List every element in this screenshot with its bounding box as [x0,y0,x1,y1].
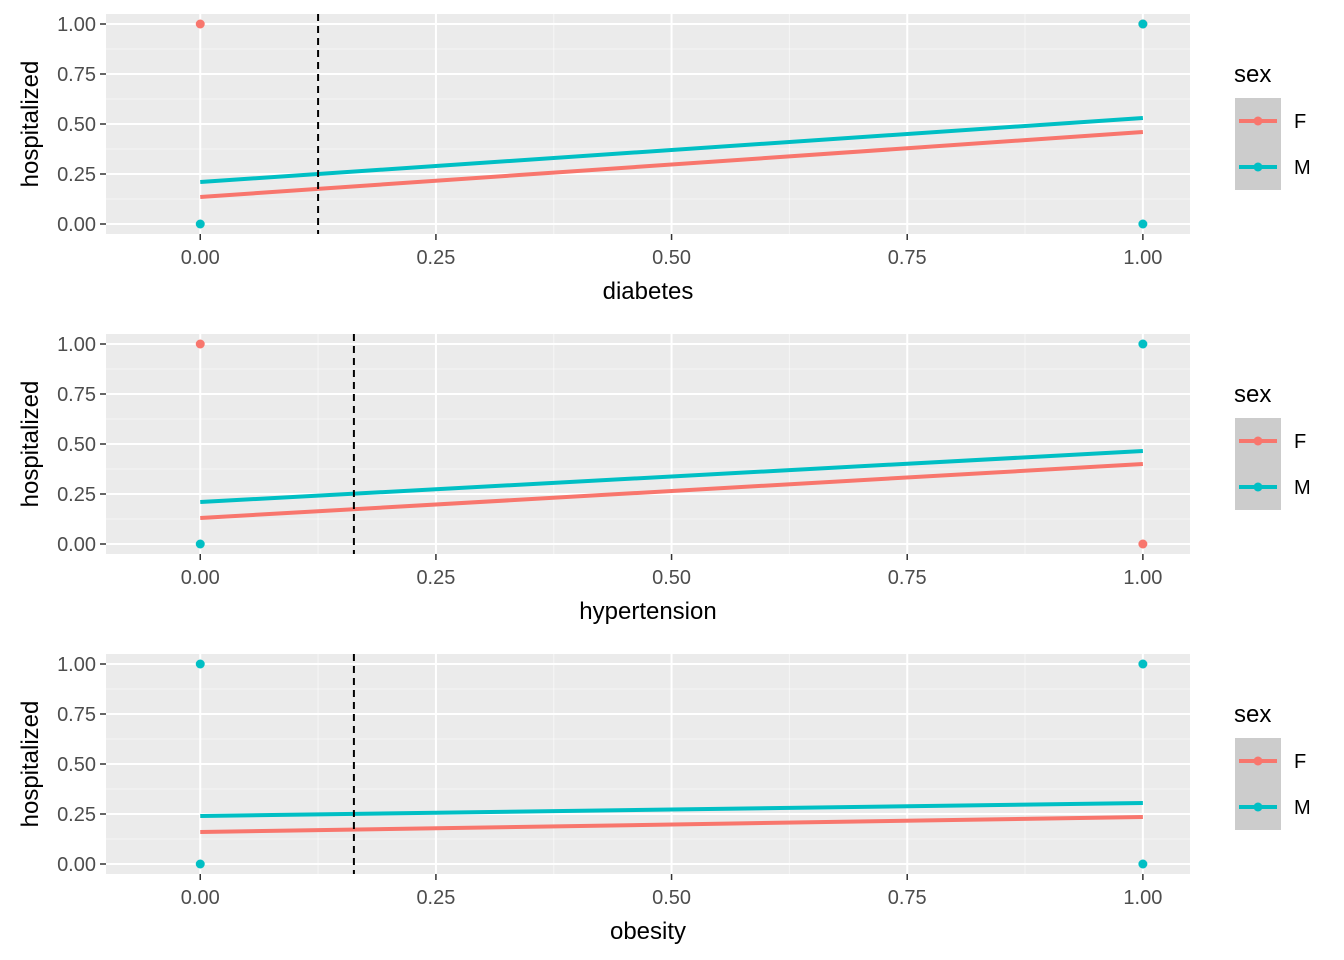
y-axis-title: hospitalized [17,701,44,828]
legend-label: M [1294,157,1311,179]
y-tick-label: 0.00 [57,534,96,556]
x-tick-label: 0.00 [181,247,220,269]
legend-key-point [1253,756,1263,766]
x-tick-label: 0.50 [652,247,691,269]
chart-panel-2: 0.00 0.25 0.50 0.75 1.00 0.00 0.25 0.50 0.75 1.00… [17,334,1311,625]
legend-item-M: M [1235,464,1311,510]
legend-key-point [1253,162,1263,172]
y-tick-label: 0.25 [57,484,96,506]
legend-title: sex [1234,381,1271,408]
y-tick-label: 0.50 [57,434,96,456]
data-point-M [1138,659,1148,669]
x-axis-title: obesity [610,918,686,945]
series-line-M [200,116,1144,184]
data-point-M [195,859,205,869]
legend-item-F: F [1235,98,1306,144]
y-axis-title: hospitalized [17,381,44,508]
y-tick-label: 1.00 [57,334,96,356]
data-point-F [195,19,205,29]
data-point-M [195,539,205,549]
legend-label: F [1294,751,1306,773]
x-tick-label: 0.50 [652,567,691,589]
legend-title: sex [1234,61,1271,88]
x-tick-label: 0.25 [416,887,455,909]
x-tick-label: 1.00 [1123,567,1162,589]
y-tick-label: 0.00 [57,214,96,236]
legend: sex F M [1234,381,1311,510]
x-tick-label: 0.75 [888,887,927,909]
x-tick-label: 1.00 [1123,247,1162,269]
legend-label: M [1294,797,1311,819]
data-point-M [1138,219,1148,229]
series-line-M [200,801,1143,818]
legend-key-point [1253,436,1263,446]
x-tick-label: 0.75 [888,247,927,269]
y-tick-label: 0.25 [57,804,96,826]
legend: sex F M [1234,61,1311,190]
legend-key-point [1253,116,1263,126]
x-tick-label: 0.25 [416,247,455,269]
x-tick-label: 0.75 [888,567,927,589]
data-point-F [1138,539,1148,549]
x-tick-label: 0.00 [181,887,220,909]
legend-item-F: F [1235,418,1306,464]
y-tick-label: 1.00 [57,14,96,36]
legend-item-M: M [1235,784,1311,830]
legend-label: F [1294,431,1306,453]
chart-panel-3: 0.00 0.25 0.50 0.75 1.00 0.00 0.25 0.50 0.75 1.00… [17,654,1311,945]
y-axis-title: hospitalized [17,61,44,188]
legend-key-point [1253,482,1263,492]
x-tick-label: 0.25 [416,567,455,589]
data-point-M [195,659,205,669]
series-line-F [200,815,1143,834]
legend-title: sex [1234,701,1271,728]
y-tick-label: 0.25 [57,164,96,186]
y-tick-label: 0.75 [57,64,96,86]
y-tick-label: 0.75 [57,384,96,406]
legend-label: M [1294,477,1311,499]
y-tick-label: 0.00 [57,854,96,876]
legend: sex F M [1234,701,1311,830]
data-point-F [195,339,205,349]
y-tick-label: 0.50 [57,114,96,136]
series-line-M [200,449,1143,504]
y-tick-label: 0.50 [57,754,96,776]
data-point-M [1138,339,1148,349]
series-line-F [200,462,1143,520]
x-axis-title: diabetes [603,278,694,305]
legend-item-F: F [1235,738,1306,784]
x-tick-label: 0.00 [181,567,220,589]
data-point-M [195,219,205,229]
chart-panel-1: 0.00 0.25 0.50 0.75 1.00 0.00 0.25 0.50 0.75 1.00… [17,14,1311,305]
data-point-M [1138,859,1148,869]
y-tick-label: 0.75 [57,704,96,726]
x-tick-label: 0.50 [652,887,691,909]
series-line-F [200,130,1144,199]
y-tick-label: 1.00 [57,654,96,676]
x-axis-title: hypertension [579,598,716,625]
data-point-M [1138,19,1148,29]
x-tick-label: 1.00 [1123,887,1162,909]
legend-key-point [1253,802,1263,812]
legend-item-M: M [1235,144,1311,190]
legend-label: F [1294,111,1306,133]
